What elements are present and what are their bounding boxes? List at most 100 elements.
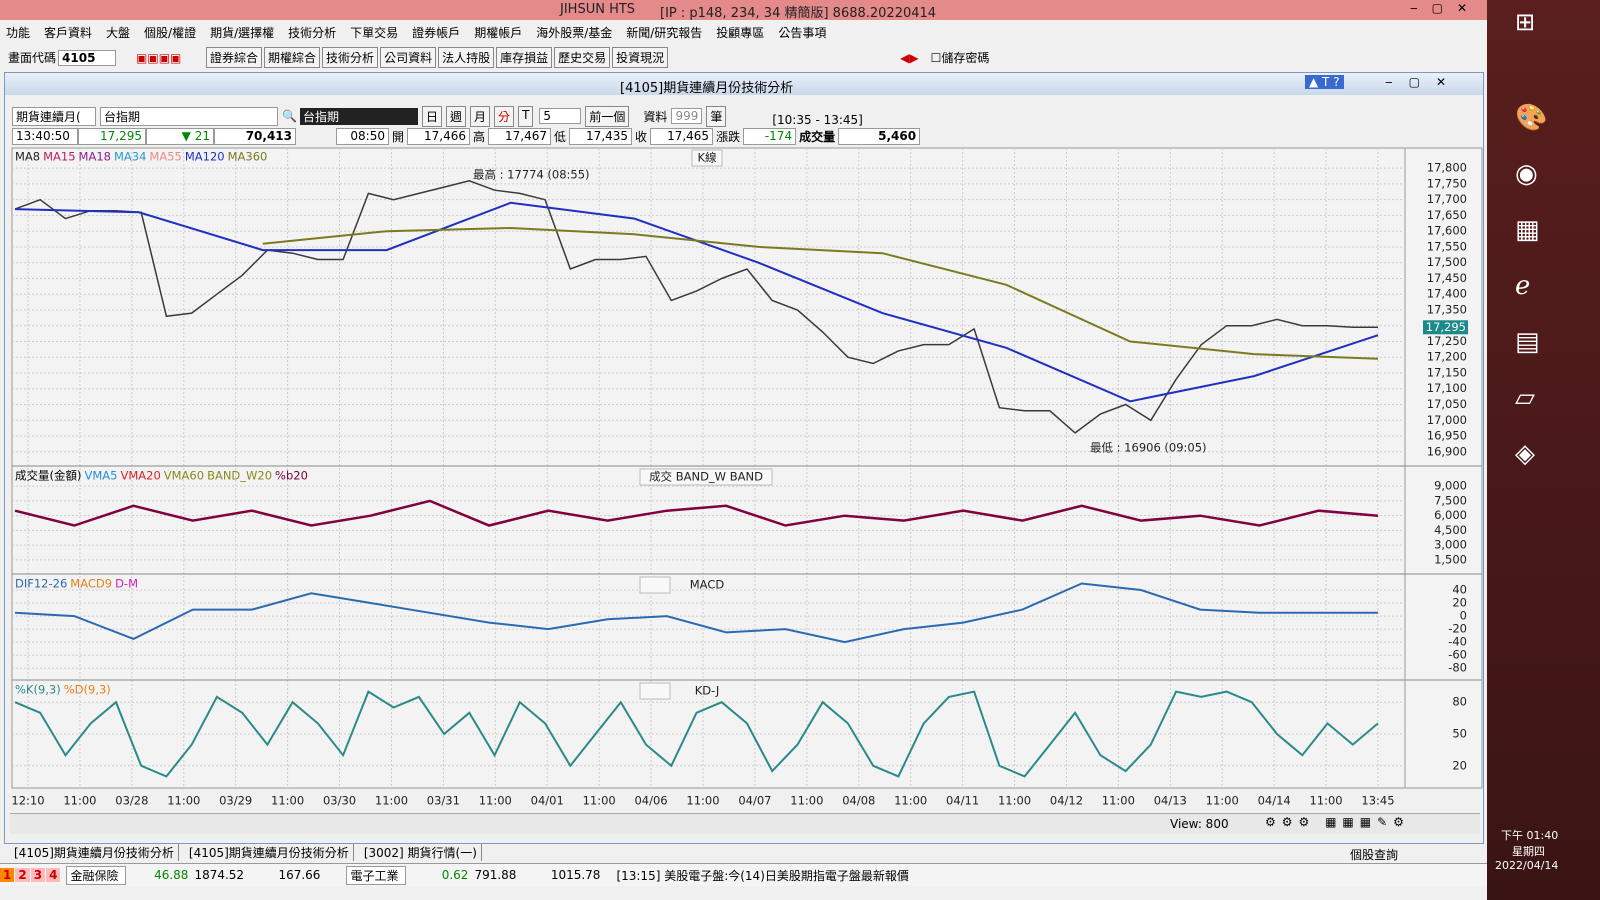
- news[interactable]: [13:15] 美股電子盤:今(14)日美股期指電子盤最新報價: [616, 868, 909, 883]
- legend-entry: MA120: [185, 150, 225, 164]
- legend-entry: %K(9,3): [15, 683, 61, 697]
- chart-tools[interactable]: ⚙⚙⚙ ▦▦▦✎⚙: [1265, 815, 1410, 829]
- y-tick-label: 17,100: [1427, 381, 1467, 395]
- code-input[interactable]: 4105: [58, 49, 117, 66]
- q-open-time: 08:50: [336, 128, 389, 145]
- selector[interactable]: 期貨連續月(: [12, 106, 96, 126]
- y-tick-label: 50: [1452, 727, 1467, 741]
- period-button[interactable]: 日: [422, 105, 443, 127]
- q-low: 17,435: [569, 128, 633, 145]
- taskbar-apps[interactable]: 🎨 ◉ ▦ ℯ ▤ ▱ ◈: [1515, 103, 1548, 469]
- sector-index: 791.88: [474, 868, 517, 882]
- period-button[interactable]: T: [518, 105, 534, 127]
- x-tick-label: 11:00: [271, 794, 304, 808]
- tab[interactable]: [4105]期貨連續月份技術分析: [185, 844, 354, 861]
- menu-item[interactable]: 功能: [6, 26, 31, 40]
- inner-controls[interactable]: ‒▢✕: [1385, 75, 1463, 89]
- y-tick-label: 17,250: [1427, 334, 1467, 348]
- toolbar-button[interactable]: 庫存損益: [496, 47, 553, 68]
- status-num[interactable]: 4: [46, 868, 61, 882]
- sector-change: 46.88: [154, 868, 189, 882]
- legend-entry: MA8: [15, 150, 40, 164]
- x-tick-label: 04/07: [738, 794, 771, 808]
- sector[interactable]: 電子工業: [346, 865, 407, 885]
- toolbar-arrows[interactable]: ◀▶: [900, 50, 919, 65]
- menu-item[interactable]: 公告事項: [778, 26, 827, 40]
- q-label: 成交量: [799, 130, 836, 144]
- toolbar-button[interactable]: 投資現況: [612, 47, 669, 68]
- price-line: [14, 180, 1378, 434]
- toolbar-icons[interactable]: ▣▣▣▣: [136, 50, 182, 65]
- clock-weekday: 星期四: [1512, 845, 1545, 858]
- status-num[interactable]: 1: [0, 868, 15, 882]
- range: [10:35 - 13:45]: [772, 113, 863, 127]
- q-label: 收: [635, 130, 648, 144]
- q-label: 開: [392, 130, 405, 144]
- y-tick-label: 17,750: [1427, 176, 1467, 190]
- menu-item[interactable]: 海外股票/基金: [536, 26, 613, 40]
- period-button[interactable]: 分: [494, 105, 515, 127]
- inner-buttons[interactable]: ▲ T ?: [1305, 75, 1344, 89]
- stock-query[interactable]: 個股查詢: [1350, 848, 1399, 862]
- menu-item[interactable]: 證券帳戶: [412, 26, 461, 40]
- start[interactable]: ⊞: [1515, 8, 1536, 36]
- sector-index: 1874.52: [194, 868, 245, 882]
- x-tick-label: 03/30: [323, 794, 356, 808]
- clock-date: 2022/04/14: [1495, 859, 1559, 872]
- series-line: [14, 690, 1379, 778]
- status-num[interactable]: 2: [15, 868, 30, 882]
- menu-item[interactable]: 期貨/選擇權: [210, 26, 275, 40]
- count[interactable]: 5: [539, 108, 582, 124]
- legend-entry: %b20: [275, 469, 308, 483]
- toolbar-button[interactable]: 技術分析: [322, 47, 379, 68]
- menu-item[interactable]: 技術分析: [288, 26, 337, 40]
- data-label: 資料: [643, 109, 668, 124]
- menu-item[interactable]: 大盤: [106, 26, 131, 40]
- save-password[interactable]: 儲存密碼: [941, 51, 990, 65]
- menu-item[interactable]: 新聞/研究報告: [626, 26, 703, 40]
- q-label: 高: [473, 130, 486, 144]
- panel-title: KD-J: [695, 684, 720, 698]
- y-tick-label: 17,000: [1427, 413, 1467, 427]
- tab[interactable]: [3002] 期貨行情(一): [360, 844, 482, 861]
- y-tick-label: 80: [1452, 695, 1467, 709]
- q-vol: 5,460: [838, 128, 921, 145]
- x-tick-label: 11:00: [375, 794, 408, 808]
- series-line: [262, 226, 1379, 360]
- window-controls[interactable]: ‒▢✕: [1410, 1, 1482, 15]
- q-time: 13:40:50: [12, 128, 78, 145]
- sector[interactable]: 金融保險: [66, 865, 127, 885]
- y-tick-label: 17,500: [1427, 255, 1467, 269]
- legend-entry: VMA20: [120, 469, 160, 483]
- prev-button[interactable]: 前一個: [585, 105, 630, 127]
- menu-item[interactable]: 投顧專區: [716, 26, 765, 40]
- menu-item[interactable]: 下單交易: [350, 26, 399, 40]
- toolbar-button[interactable]: 證券綜合: [206, 47, 263, 68]
- toolbar-button[interactable]: 公司資料: [380, 47, 437, 68]
- menu-item[interactable]: 期權帳戶: [474, 26, 523, 40]
- last-price-box: [1423, 320, 1468, 335]
- scroll-bar[interactable]: View: 800 ⚙⚙⚙ ▦▦▦✎⚙: [10, 813, 1480, 834]
- symbol-input[interactable]: 台指期: [100, 106, 278, 126]
- series-line: [14, 499, 1379, 527]
- q-label: 漲跌: [716, 130, 741, 144]
- q-open: 17,466: [407, 128, 471, 145]
- toolbar-button[interactable]: 期權綜合: [264, 47, 321, 68]
- status-num[interactable]: 3: [30, 868, 46, 882]
- x-tick-label: 11:00: [1206, 794, 1239, 808]
- data-count[interactable]: 999: [671, 108, 703, 124]
- inner-title-bar: [4105]期貨連續月份技術分析 ▲ T ? ‒▢✕: [5, 73, 1483, 96]
- menu-item[interactable]: 個股/權證: [144, 26, 197, 40]
- toolbar-button[interactable]: 法人持股: [438, 47, 495, 68]
- legend-entry: MA55: [149, 150, 181, 164]
- tab[interactable]: [4105]期貨連續月份技術分析: [10, 844, 179, 861]
- period-button[interactable]: 週: [446, 105, 467, 127]
- menu-item[interactable]: 客戶資料: [44, 26, 93, 40]
- toolbar-button[interactable]: 歷史交易: [554, 47, 611, 68]
- q-price: 17,295: [78, 128, 146, 145]
- period-button[interactable]: 月: [470, 105, 491, 127]
- tabs: [4105]期貨連續月份技術分析 [4105]期貨連續月份技術分析 [3002] 期…: [10, 844, 482, 861]
